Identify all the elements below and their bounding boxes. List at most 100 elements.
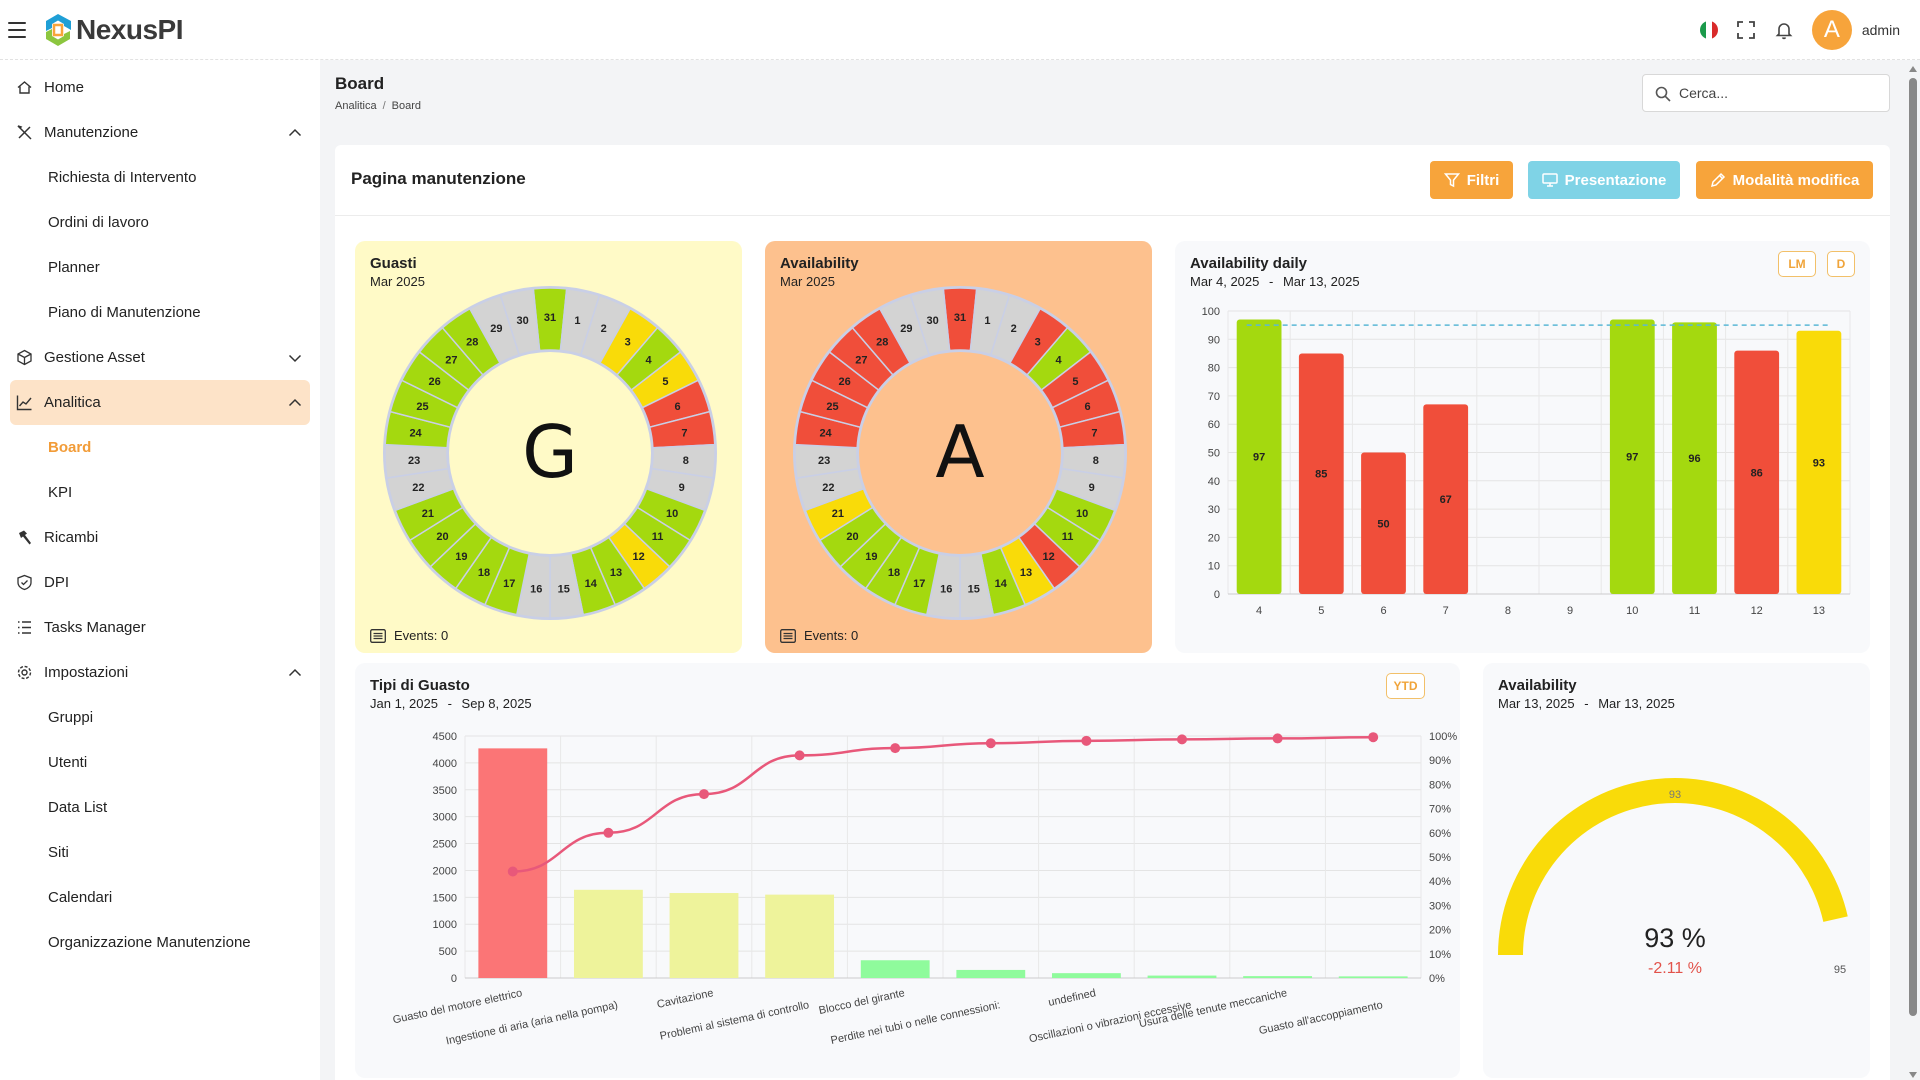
ring-day-label: 25 xyxy=(416,401,428,413)
x-tick-label: 11 xyxy=(1689,605,1700,617)
search-input[interactable] xyxy=(1679,85,1869,101)
chip-d[interactable]: D xyxy=(1827,251,1855,277)
sidebar-item-impostazioni[interactable]: Impostazioni xyxy=(10,650,310,695)
presentation-button[interactable]: Presentazione xyxy=(1528,161,1680,199)
tipi-guasto-range: Jan 1, 2025 - Sep 8, 2025 xyxy=(370,696,532,711)
bar[interactable] xyxy=(478,748,548,978)
sidebar-item-data-list[interactable]: Data List xyxy=(0,785,320,830)
cumulative-point[interactable] xyxy=(1177,734,1187,745)
sidebar-item-dpi[interactable]: DPI xyxy=(10,560,310,605)
y2-tick-label: 90% xyxy=(1429,755,1451,767)
expand-icon[interactable] xyxy=(1736,20,1756,40)
cumulative-point[interactable] xyxy=(985,738,996,749)
sidebar-item-manutenzione[interactable]: Manutenzione xyxy=(10,110,310,155)
cumulative-point[interactable] xyxy=(603,827,614,838)
ring-day-label: 18 xyxy=(888,567,900,579)
chevron-up-icon[interactable] xyxy=(288,396,302,410)
y-tick-label: 4000 xyxy=(433,758,457,770)
page-header: Board Analitica / Board xyxy=(335,74,421,112)
bar[interactable] xyxy=(573,889,643,978)
sidebar-item-kpi[interactable]: KPI xyxy=(0,470,320,515)
sidebar-item-gruppi[interactable]: Gruppi xyxy=(0,695,320,740)
bar[interactable] xyxy=(1672,322,1717,594)
cumulative-point[interactable] xyxy=(794,750,805,761)
sidebar-item-label: Gestione Asset xyxy=(44,349,145,366)
bar[interactable] xyxy=(669,893,739,978)
sidebar-item-analitica[interactable]: Analitica xyxy=(10,380,310,425)
hamburger-icon[interactable] xyxy=(8,22,26,38)
ring-day-label: 22 xyxy=(412,482,424,494)
y-tick-label: 50 xyxy=(1208,448,1220,460)
gauge-top-label: 93 xyxy=(1669,789,1681,801)
sidebar-item-label: Piano di Manutenzione xyxy=(48,304,201,321)
sidebar-item-utenti[interactable]: Utenti xyxy=(0,740,320,785)
ring-day-label: 16 xyxy=(940,583,952,595)
cumulative-point[interactable] xyxy=(1272,733,1283,744)
avatar[interactable]: A xyxy=(1811,10,1852,50)
chip-lm[interactable]: LM xyxy=(1778,251,1816,277)
search-box[interactable] xyxy=(1642,74,1890,112)
sidebar-item-home[interactable]: Home xyxy=(10,65,310,110)
chevron-down-icon[interactable] xyxy=(288,351,302,365)
ring-day-label: 31 xyxy=(544,312,556,324)
cumulative-point[interactable] xyxy=(1368,732,1379,743)
sidebar-item-siti[interactable]: Siti xyxy=(0,830,320,875)
username[interactable]: admin xyxy=(1861,22,1900,38)
bar[interactable] xyxy=(1423,404,1469,594)
sidebar-item-piano-di-manutenzione[interactable]: Piano di Manutenzione xyxy=(0,290,320,335)
cumulative-point[interactable] xyxy=(507,866,518,877)
chevron-up-icon[interactable] xyxy=(288,666,302,680)
logo[interactable]: NexusPI xyxy=(42,12,184,48)
breadcrumb-item[interactable]: Analitica xyxy=(335,100,377,112)
sidebar-item-label: Manutenzione xyxy=(44,124,139,141)
sidebar-item-tasks-manager[interactable]: Tasks Manager xyxy=(10,605,310,650)
chip-ytd[interactable]: YTD xyxy=(1386,673,1425,699)
chevron-up-icon[interactable] xyxy=(288,126,302,140)
y-tick-label: 3500 xyxy=(433,785,457,797)
x-tick-label: undefined xyxy=(1047,987,1097,1009)
cumulative-point[interactable] xyxy=(1081,735,1092,746)
sidebar-item-organizzazione-manutenzione[interactable]: Organizzazione Manutenzione xyxy=(0,920,320,965)
list-icon xyxy=(370,628,386,643)
pencil-icon xyxy=(1710,172,1725,188)
bar[interactable] xyxy=(1796,330,1842,594)
sidebar-item-planner[interactable]: Planner xyxy=(0,245,320,290)
scroll-up-arrow[interactable] xyxy=(1909,66,1917,72)
sidebar-item-richiesta-di-intervento[interactable]: Richiesta di Intervento xyxy=(0,155,320,200)
bar[interactable] xyxy=(1338,976,1408,978)
bar[interactable] xyxy=(956,969,1026,978)
sidebar-item-board[interactable]: Board xyxy=(0,425,320,470)
sidebar-item-gestione-asset[interactable]: Gestione Asset xyxy=(10,335,310,380)
sidebar-item-calendari[interactable]: Calendari xyxy=(0,875,320,920)
cumulative-point[interactable] xyxy=(890,743,901,754)
bar-value-label: 97 xyxy=(1253,452,1265,464)
list-icon xyxy=(780,628,796,643)
bell-icon[interactable] xyxy=(1774,20,1794,40)
guasti-title: Guasti xyxy=(370,255,417,272)
cumulative-point[interactable] xyxy=(699,789,709,800)
bar[interactable] xyxy=(1609,319,1655,594)
breadcrumb-item: Board xyxy=(391,100,421,112)
scroll-down-arrow[interactable] xyxy=(1909,1072,1917,1078)
bar[interactable] xyxy=(1361,452,1406,595)
sidebar-item-ricambi[interactable]: Ricambi xyxy=(10,515,310,560)
bar[interactable] xyxy=(1051,973,1121,978)
bar[interactable] xyxy=(1734,350,1780,594)
presentation-label: Presentazione xyxy=(1564,171,1667,189)
date-from: Mar 13, 2025 xyxy=(1498,696,1575,711)
filters-button[interactable]: Filtri xyxy=(1430,161,1513,199)
bar[interactable] xyxy=(1236,319,1282,594)
edit-mode-button[interactable]: Modalità modifica xyxy=(1696,161,1873,199)
y-tick-label: 2500 xyxy=(433,839,457,851)
ring-day-label: 21 xyxy=(422,508,434,520)
bar[interactable] xyxy=(1298,353,1344,594)
sidebar-item-ordini-di-lavoro[interactable]: Ordini di lavoro xyxy=(0,200,320,245)
ring-day-label: 6 xyxy=(674,401,680,413)
language-flag-icon[interactable] xyxy=(1699,21,1718,39)
scrollbar[interactable] xyxy=(1909,78,1917,1016)
bar[interactable] xyxy=(860,960,930,978)
bar[interactable] xyxy=(765,894,835,978)
bar[interactable] xyxy=(1243,976,1313,978)
x-tick-label: 13 xyxy=(1813,605,1825,617)
bar[interactable] xyxy=(1147,975,1217,978)
